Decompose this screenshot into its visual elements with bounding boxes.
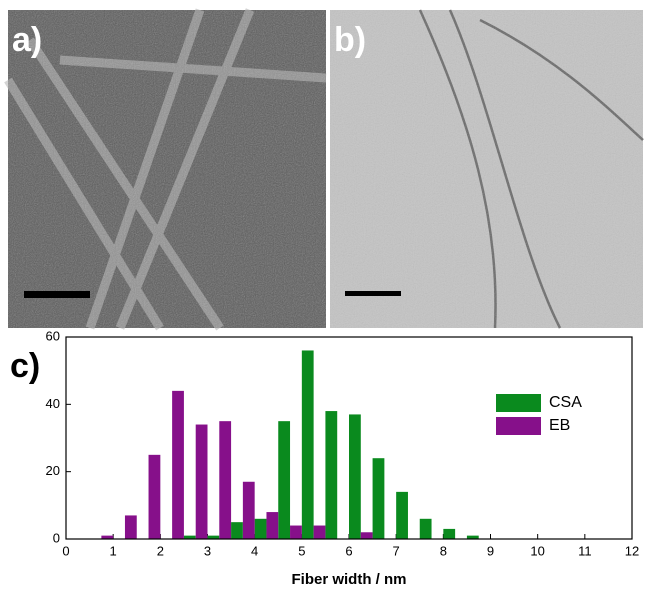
bar [183,535,196,539]
bar [360,532,373,539]
bar [290,525,302,539]
bar [266,512,279,539]
panel-label: b) [334,21,366,59]
bar [101,535,114,539]
bar [443,528,456,539]
legend-label: EB [549,417,570,434]
y-tick-label: 40 [46,396,60,411]
x-tick-label: 11 [578,543,592,558]
bar [396,491,408,539]
image-b: b) [330,9,644,329]
legend-swatch [496,417,541,435]
bar [325,411,338,539]
y-tick-label: 20 [46,463,60,478]
bar [207,535,220,539]
x-tick-label: 1 [110,543,117,558]
bar [195,424,208,539]
bar [124,515,137,539]
bar [419,518,432,539]
image-a: a) [4,8,327,331]
x-tick-label: 7 [393,543,400,558]
x-tick-label: 5 [298,543,305,558]
plot-frame [65,336,633,540]
bar [231,522,243,539]
x-tick-label: 12 [625,543,639,558]
legend-swatch [496,394,541,412]
x-tick-label: 9 [487,543,494,558]
x-tick-label: 3 [204,543,211,558]
bar [242,481,255,539]
bar [148,454,161,539]
y-tick-label: 60 [46,328,60,343]
x-axis-label: Fiber width / nm [292,571,407,588]
panel-label: c) [10,347,40,385]
bar [466,535,479,539]
x-tick-label: 2 [157,543,164,558]
bar [301,350,314,539]
x-tick-label: 4 [251,543,258,558]
bar [349,414,361,539]
x-tick-label: 6 [345,543,352,558]
bar [254,518,267,539]
x-tick-label: 8 [440,543,447,558]
panel-label: a) [12,21,42,59]
x-tick-label: 0 [62,543,69,558]
bar [278,421,291,539]
x-tick-label: 10 [530,543,544,558]
bar [313,525,326,539]
bar [372,458,385,539]
bar [219,421,232,539]
bar [172,390,184,539]
y-tick-label: 0 [53,530,60,545]
legend-label: CSA [549,394,582,411]
